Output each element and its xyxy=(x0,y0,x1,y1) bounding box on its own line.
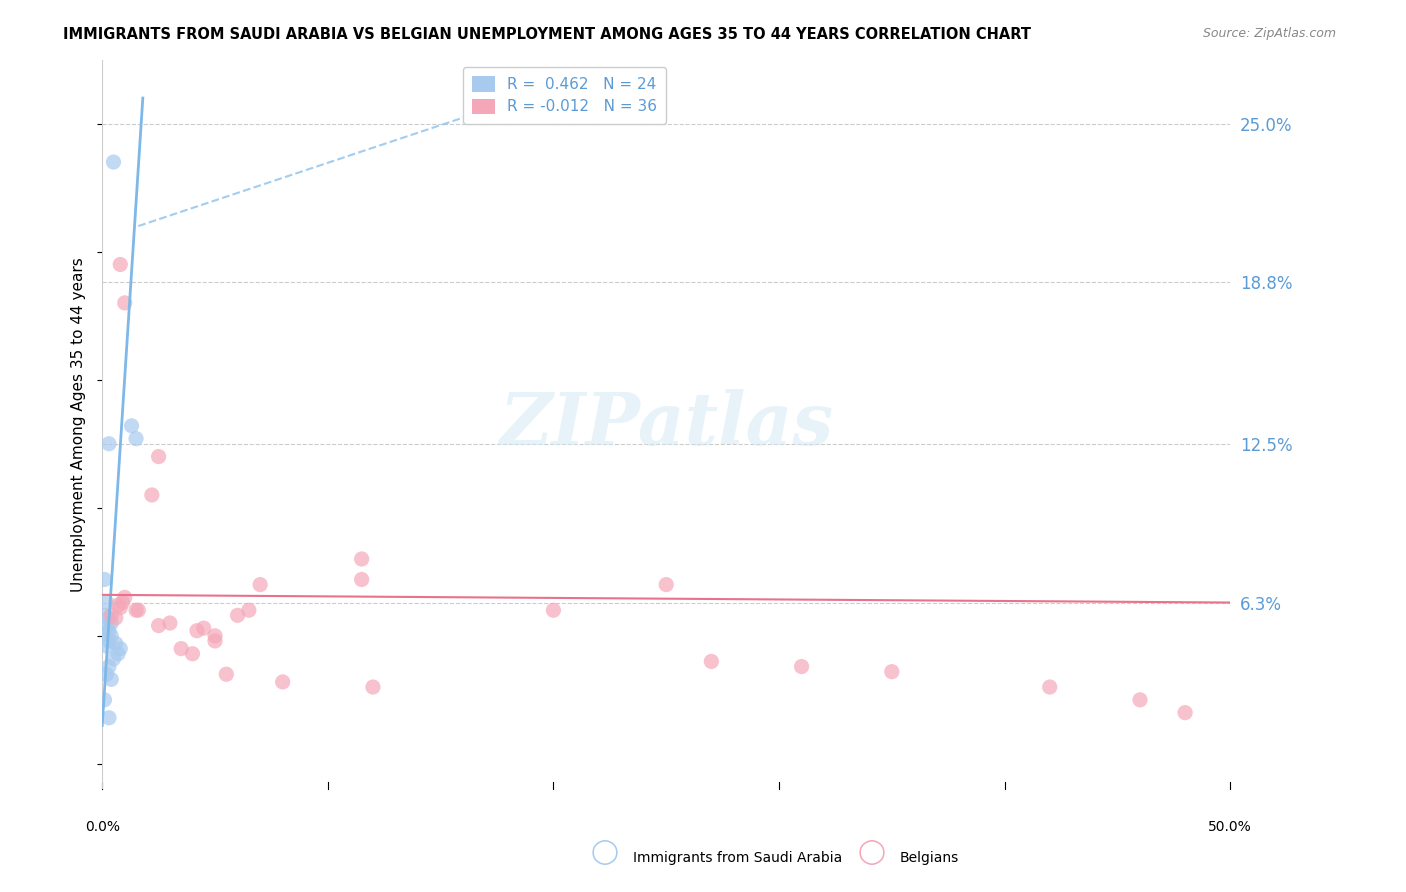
Point xyxy=(98,624,121,638)
Point xyxy=(100,608,122,623)
Point xyxy=(93,626,115,640)
Point xyxy=(238,603,260,617)
Point xyxy=(110,600,132,615)
Point xyxy=(700,655,723,669)
Point xyxy=(100,615,122,630)
Point xyxy=(114,296,136,310)
Text: Immigrants from Saudi Arabia: Immigrants from Saudi Arabia xyxy=(633,851,842,865)
Text: 50.0%: 50.0% xyxy=(1208,821,1253,834)
Point xyxy=(100,629,122,643)
Point xyxy=(215,667,238,681)
Point xyxy=(655,577,678,591)
Point xyxy=(181,647,204,661)
Point xyxy=(93,573,115,587)
Point xyxy=(125,603,148,617)
Point xyxy=(93,608,115,623)
Point xyxy=(204,634,226,648)
Point xyxy=(121,418,143,433)
Point xyxy=(103,652,125,666)
Y-axis label: Unemployment Among Ages 35 to 44 years: Unemployment Among Ages 35 to 44 years xyxy=(72,257,86,592)
Point xyxy=(104,636,127,650)
Point xyxy=(98,611,121,625)
Point xyxy=(148,450,170,464)
Point xyxy=(127,603,149,617)
Text: Source: ZipAtlas.com: Source: ZipAtlas.com xyxy=(1202,27,1336,40)
Text: ZIPatlas: ZIPatlas xyxy=(499,389,834,460)
Point xyxy=(361,680,384,694)
Text: 0.0%: 0.0% xyxy=(84,821,120,834)
Point xyxy=(98,659,121,673)
Point xyxy=(111,595,134,609)
Point xyxy=(193,621,215,635)
Point xyxy=(186,624,208,638)
Point xyxy=(350,552,373,566)
Legend: R =  0.462   N = 24, R = -0.012   N = 36: R = 0.462 N = 24, R = -0.012 N = 36 xyxy=(463,67,666,124)
Point xyxy=(159,615,181,630)
Point xyxy=(110,258,132,272)
Point xyxy=(1039,680,1062,694)
Point xyxy=(125,432,148,446)
Point xyxy=(98,634,121,648)
Point xyxy=(148,618,170,632)
Text: ◯: ◯ xyxy=(591,840,619,865)
Point xyxy=(271,674,294,689)
Point xyxy=(100,673,122,687)
Point xyxy=(110,641,132,656)
Point xyxy=(790,659,813,673)
Point xyxy=(96,667,118,681)
Point xyxy=(103,155,125,169)
Point xyxy=(880,665,903,679)
Text: ◯: ◯ xyxy=(858,840,886,865)
Point xyxy=(1174,706,1197,720)
Point xyxy=(98,436,121,450)
Point xyxy=(93,693,115,707)
Point xyxy=(96,621,118,635)
Point xyxy=(543,603,565,617)
Point xyxy=(104,611,127,625)
Point xyxy=(226,608,249,623)
Point xyxy=(107,598,129,612)
Point xyxy=(141,488,163,502)
Point xyxy=(96,639,118,653)
Point xyxy=(204,629,226,643)
Point xyxy=(249,577,271,591)
Point xyxy=(96,595,118,609)
Text: Belgians: Belgians xyxy=(900,851,959,865)
Point xyxy=(98,711,121,725)
Point xyxy=(1129,693,1152,707)
Point xyxy=(107,647,129,661)
Point xyxy=(170,641,193,656)
Point xyxy=(350,573,373,587)
Point xyxy=(114,591,136,605)
Text: IMMIGRANTS FROM SAUDI ARABIA VS BELGIAN UNEMPLOYMENT AMONG AGES 35 TO 44 YEARS C: IMMIGRANTS FROM SAUDI ARABIA VS BELGIAN … xyxy=(63,27,1031,42)
